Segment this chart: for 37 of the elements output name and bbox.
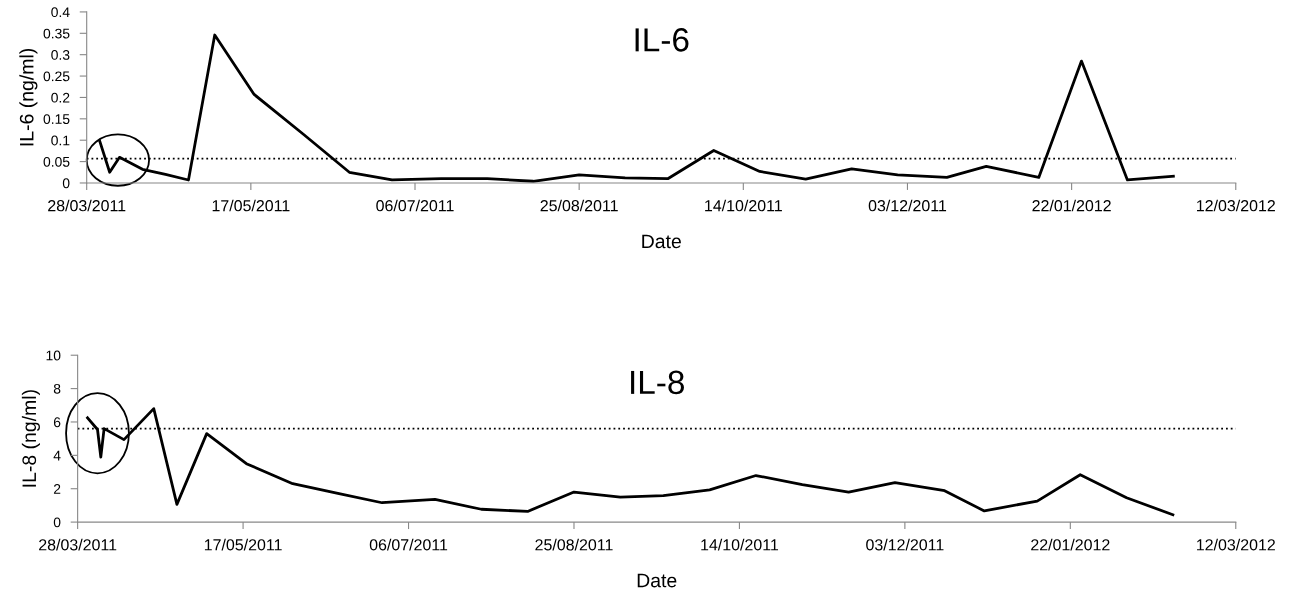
- y-tick-label: 8: [53, 383, 61, 394]
- x-tick-label: 17/05/2011: [212, 199, 290, 212]
- x-tick-label: 03/12/2011: [868, 199, 947, 212]
- y-tick-label: 2: [53, 484, 61, 494]
- x-tick-label: 22/01/2012: [1031, 538, 1110, 551]
- x-tick-label: 25/08/2011: [540, 199, 618, 212]
- y-tick-label: 0.2: [51, 92, 70, 103]
- x-tick-label: 14/10/2011: [705, 199, 782, 212]
- y-tick-label: 0.15: [43, 114, 70, 124]
- x-tick-label: 17/05/2011: [204, 538, 282, 551]
- x-axis-title: Date: [637, 573, 677, 588]
- x-tick-label: 12/03/2012: [1197, 199, 1275, 212]
- y-tick-label: 0.1: [51, 135, 70, 146]
- y-axis-title: IL-8 (ng/ml): [21, 390, 40, 487]
- x-tick-label: 22/01/2012: [1032, 199, 1111, 212]
- x-axis-title: Date: [642, 234, 681, 249]
- y-tick-label: 6: [53, 417, 61, 428]
- y-tick-label: 4: [53, 450, 61, 461]
- y-tick-label: 0: [53, 517, 61, 528]
- x-tick-label: 28/03/2011: [39, 538, 117, 551]
- y-tick-label: 10: [46, 350, 61, 361]
- y-tick-label: 0.3: [51, 50, 70, 60]
- x-tick-label: 06/07/2011: [369, 538, 448, 551]
- x-tick-label: 14/10/2011: [701, 538, 779, 551]
- x-tick-label: 03/12/2011: [866, 538, 944, 551]
- x-tick-label: 25/08/2011: [535, 538, 613, 551]
- x-tick-label: 12/03/2012: [1197, 538, 1275, 551]
- x-tick-label: 06/07/2011: [376, 199, 454, 212]
- y-tick-label: 0: [62, 178, 70, 189]
- chart-title: IL-8: [631, 370, 684, 395]
- y-tick-label: 0.35: [43, 28, 70, 39]
- x-tick-label: 28/03/2011: [48, 199, 126, 212]
- y-axis-title: IL-6 (ng/ml): [19, 48, 38, 146]
- y-tick-label: 0.25: [43, 71, 70, 82]
- y-tick-label: 0.05: [43, 156, 70, 167]
- y-tick-label: 0.4: [51, 7, 70, 18]
- chart-title: IL-6: [635, 28, 689, 52]
